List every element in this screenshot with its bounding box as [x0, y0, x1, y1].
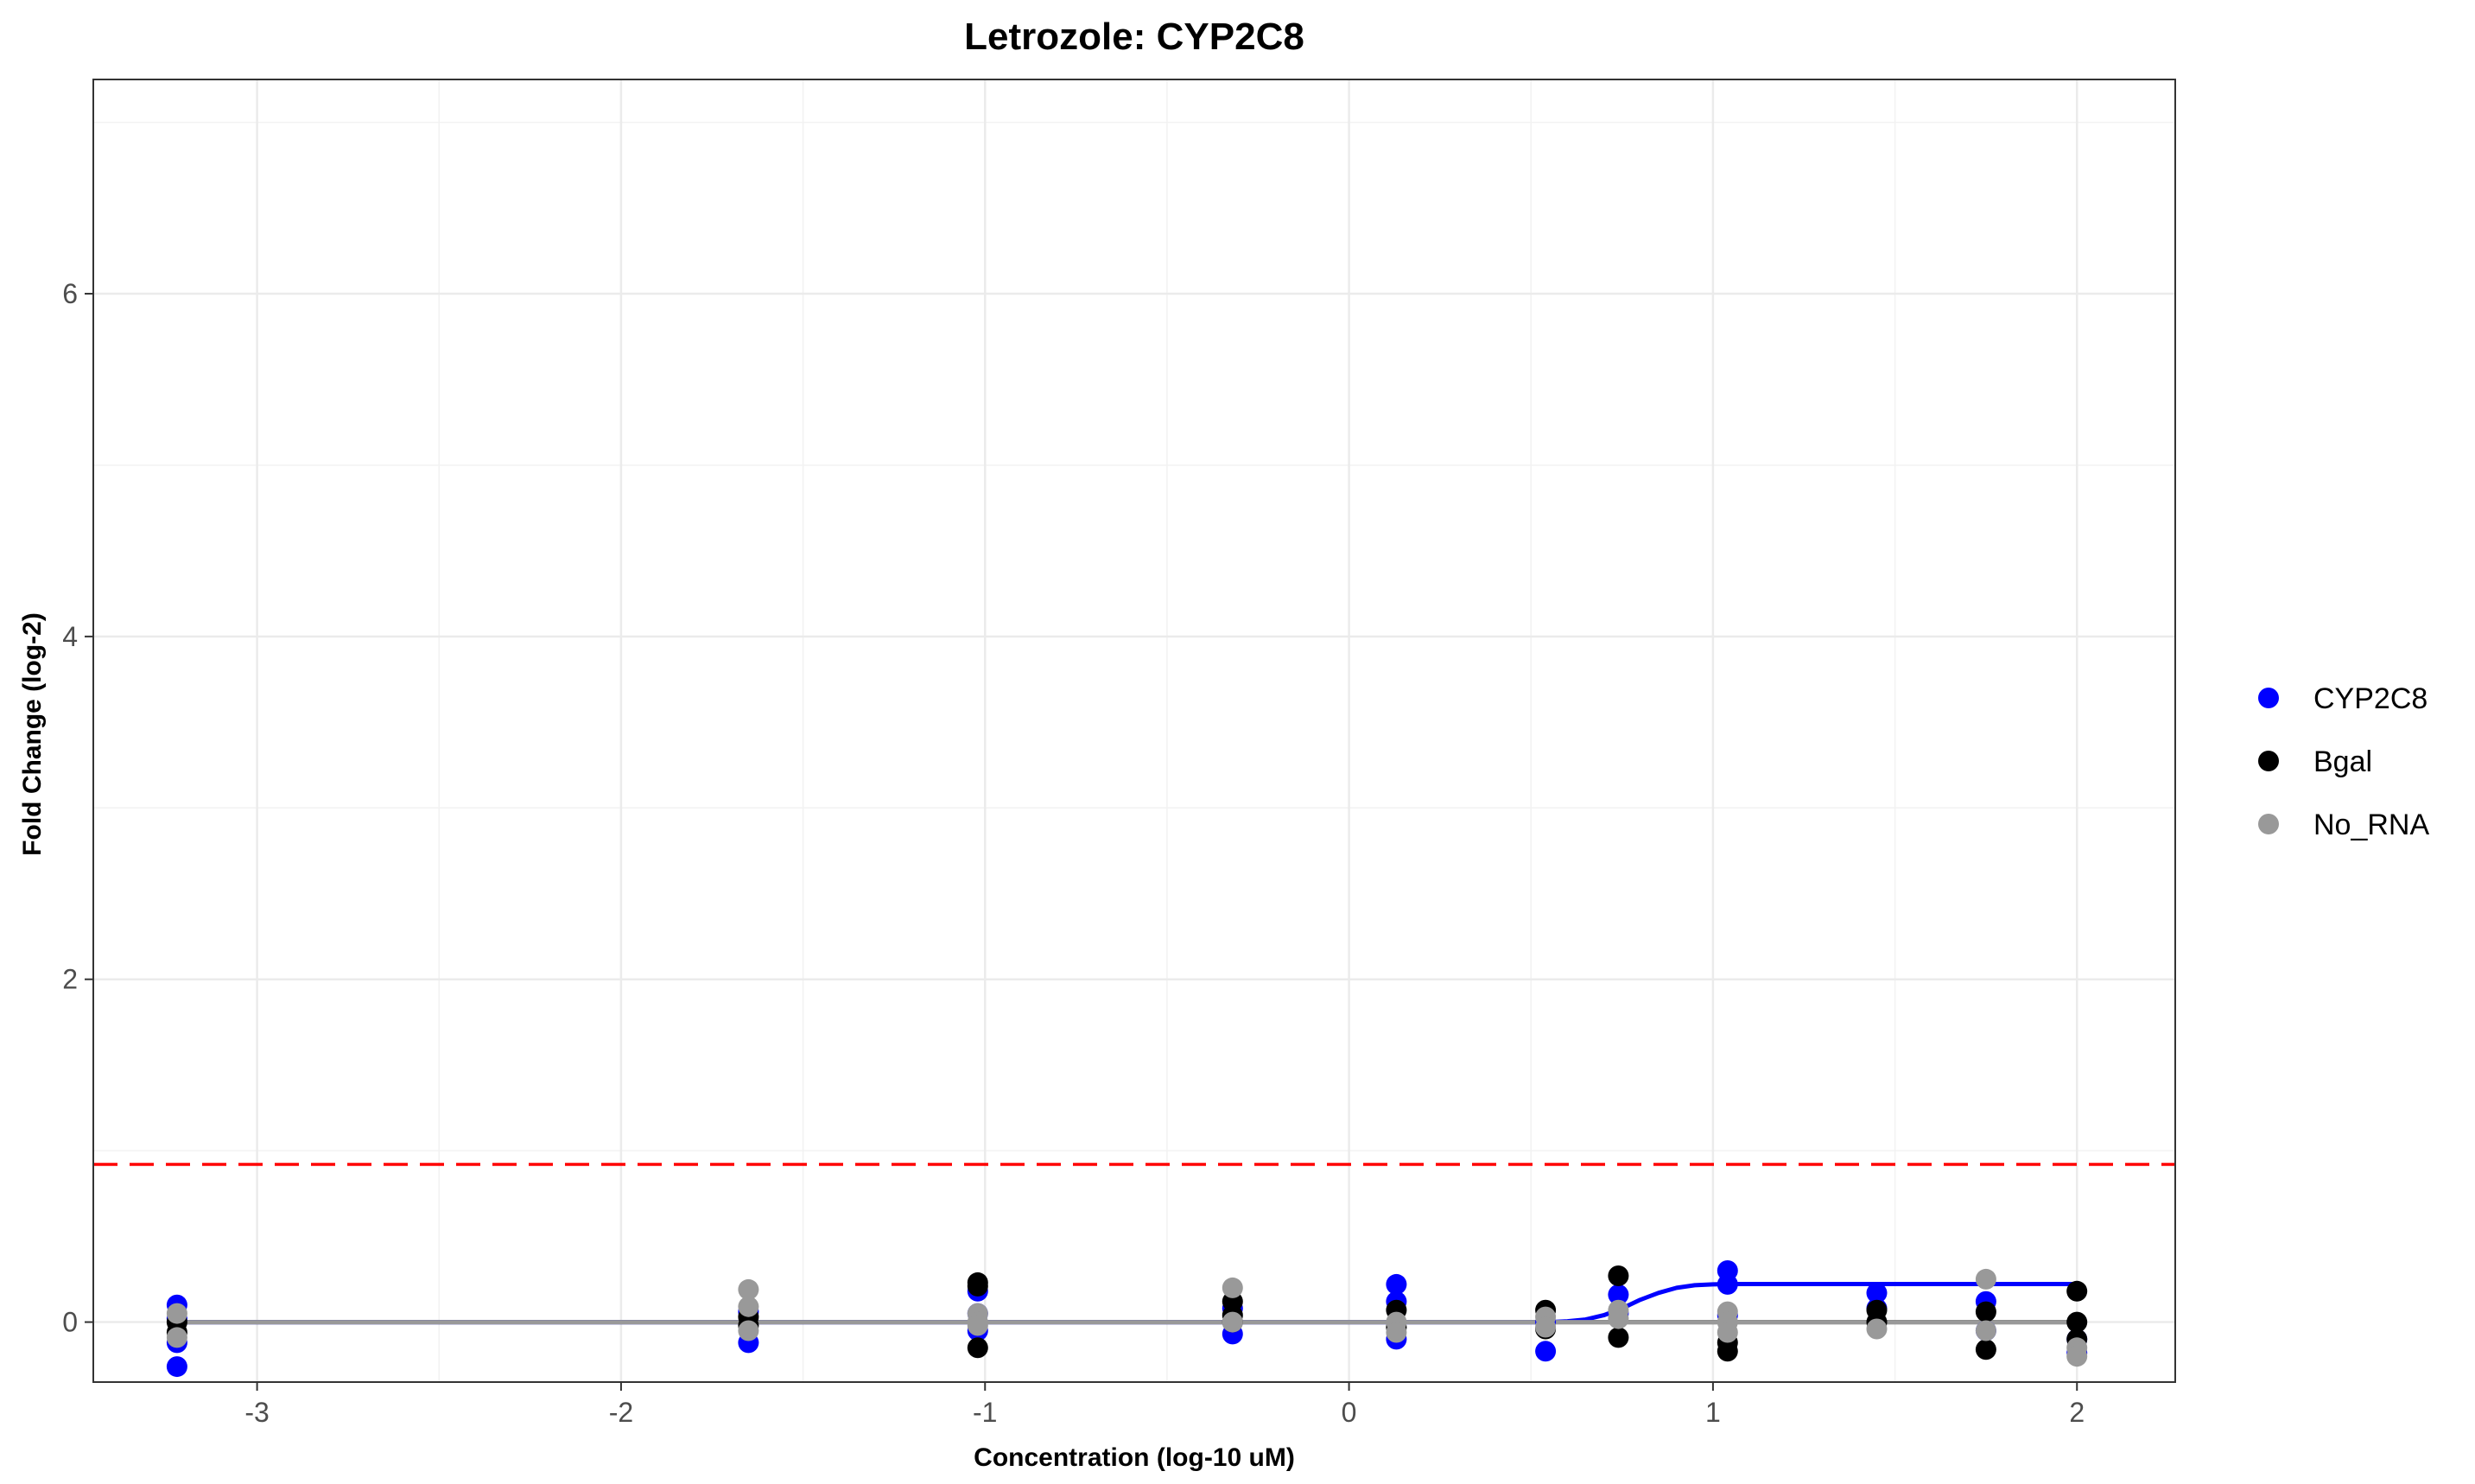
legend-label-cyp2c8: CYP2C8	[2313, 682, 2427, 715]
point-no-rna	[166, 1327, 187, 1348]
point-no-rna	[1222, 1311, 1243, 1333]
point-no-rna	[738, 1296, 759, 1317]
y-axis-title: Fold Change (log-2)	[18, 612, 47, 856]
legend: CYP2C8 Bgal No_RNA	[2258, 682, 2429, 841]
point-no-rna	[1866, 1318, 1888, 1340]
y-tick-label: 2	[62, 964, 78, 995]
point-no-rna	[1717, 1322, 1738, 1343]
point-cyp2c8	[166, 1356, 187, 1378]
point-bgal	[1608, 1265, 1629, 1286]
point-no-rna	[738, 1278, 759, 1300]
fit-lines	[176, 1282, 2078, 1325]
point-cyp2c8	[1717, 1273, 1738, 1295]
point-cyp2c8	[1608, 1284, 1629, 1305]
point-bgal	[2066, 1280, 2088, 1302]
point-bgal	[1717, 1341, 1738, 1362]
point-cyp2c8	[1386, 1273, 1407, 1295]
point-no-rna	[1975, 1320, 1996, 1341]
legend-key-bgal	[2258, 751, 2279, 771]
axis-ticks: -3 -2 -1 0 1 2 0 2 4 6	[62, 278, 2085, 1428]
point-no-rna	[738, 1320, 759, 1341]
point-bgal	[1975, 1301, 1996, 1322]
point-bgal	[1608, 1327, 1629, 1348]
y-tick-label: 4	[62, 621, 78, 652]
x-tick-label: 2	[2069, 1397, 2085, 1428]
legend-label-bgal: Bgal	[2313, 745, 2372, 778]
point-no-rna	[2066, 1346, 2088, 1367]
legend-key-cyp2c8	[2258, 688, 2279, 708]
point-cyp2c8	[1535, 1341, 1557, 1362]
point-cyp2c8	[1866, 1282, 1888, 1303]
point-no-rna	[1222, 1277, 1243, 1298]
x-tick-label: -2	[609, 1397, 633, 1428]
point-bgal	[967, 1337, 988, 1359]
y-tick-label: 6	[62, 278, 78, 309]
x-tick-label: 0	[1342, 1397, 1357, 1428]
legend-label-no-rna: No_RNA	[2313, 809, 2429, 841]
point-no-rna	[1386, 1322, 1407, 1343]
point-no-rna	[166, 1303, 187, 1324]
point-bgal	[967, 1275, 988, 1297]
x-tick-label: 1	[1705, 1397, 1721, 1428]
x-tick-label: -1	[973, 1397, 997, 1428]
x-tick-label: -3	[244, 1397, 269, 1428]
point-bgal	[2066, 1311, 2088, 1333]
y-tick-label: 0	[62, 1307, 78, 1338]
x-axis-title: Concentration (log-10 uM)	[974, 1443, 1295, 1472]
data-points	[166, 1260, 2088, 1378]
chart-title: Letrozole: CYP2C8	[964, 16, 1304, 58]
point-no-rna	[967, 1315, 988, 1336]
point-no-rna	[1975, 1268, 1996, 1290]
legend-key-no-rna	[2258, 814, 2279, 834]
point-no-rna	[1608, 1308, 1629, 1329]
plot-panel-border	[92, 79, 2176, 1383]
point-bgal	[1975, 1339, 1996, 1360]
point-no-rna	[1535, 1316, 1557, 1338]
